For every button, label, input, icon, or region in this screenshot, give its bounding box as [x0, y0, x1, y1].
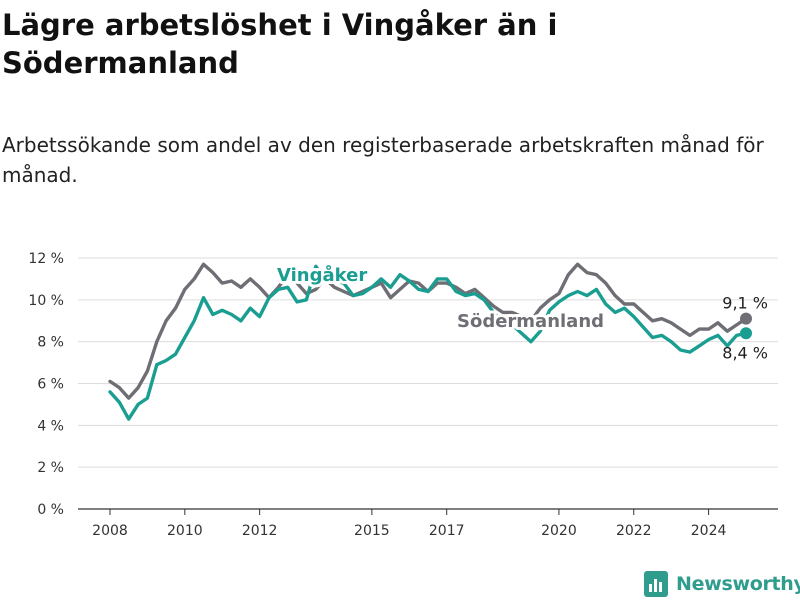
y-tick-label: 2 % [37, 460, 64, 476]
x-tick-label: 2020 [541, 523, 577, 539]
endpoint-marker-vingåker [740, 327, 752, 340]
y-tick-label: 6 % [37, 377, 64, 393]
series-line-södermanland [108, 262, 748, 400]
end-value-label: 8,4 % [722, 343, 768, 362]
y-tick-label: 10 % [28, 293, 64, 309]
x-tick-label: 2012 [242, 523, 278, 539]
series-line-vingåker [108, 264, 748, 421]
x-axis-tick-labels: 2008 2010 2012 2015 2017 2020 2022 2024 [92, 509, 726, 539]
bar-chart-logo-icon [644, 571, 668, 597]
end-value-label: 9,1 % [722, 294, 768, 313]
y-tick-label: 0 % [37, 502, 64, 518]
chart-subtitle: Arbetssökande som andel av den registerb… [2, 133, 764, 187]
y-tick-label: 12 % [28, 251, 64, 267]
endpoint-marker-södermanland [740, 312, 752, 325]
y-axis-tick-labels: 0 % 2 % 4 % 6 % 8 % 10 % 12 % [28, 251, 64, 518]
newsworthy-logo: Newsworthy [644, 569, 800, 599]
x-tick-label: 2024 [691, 523, 727, 539]
series-name-label: Södermanland [457, 311, 604, 332]
line-chart: 0 % 2 % 4 % 6 % 8 % 10 % 12 % 2008 2010 2012 2015… [28, 251, 778, 539]
y-tick-label: 4 % [37, 418, 64, 434]
chart-title: Lägre arbetslöshet i Vingåker än i Söder… [2, 8, 558, 80]
series-name-label: Vingåker [277, 264, 367, 286]
x-tick-label: 2015 [354, 523, 390, 539]
brand-name: Newsworthy [676, 573, 800, 595]
x-tick-label: 2022 [616, 523, 652, 539]
series-lines [108, 262, 752, 421]
x-tick-label: 2017 [429, 523, 465, 539]
series-labels: 9,1 % 8,4 % Vingåker Södermanland [274, 261, 768, 362]
x-tick-label: 2010 [167, 523, 203, 539]
x-tick-label: 2008 [92, 523, 128, 539]
gridlines [78, 257, 778, 510]
y-tick-label: 8 % [37, 335, 64, 351]
